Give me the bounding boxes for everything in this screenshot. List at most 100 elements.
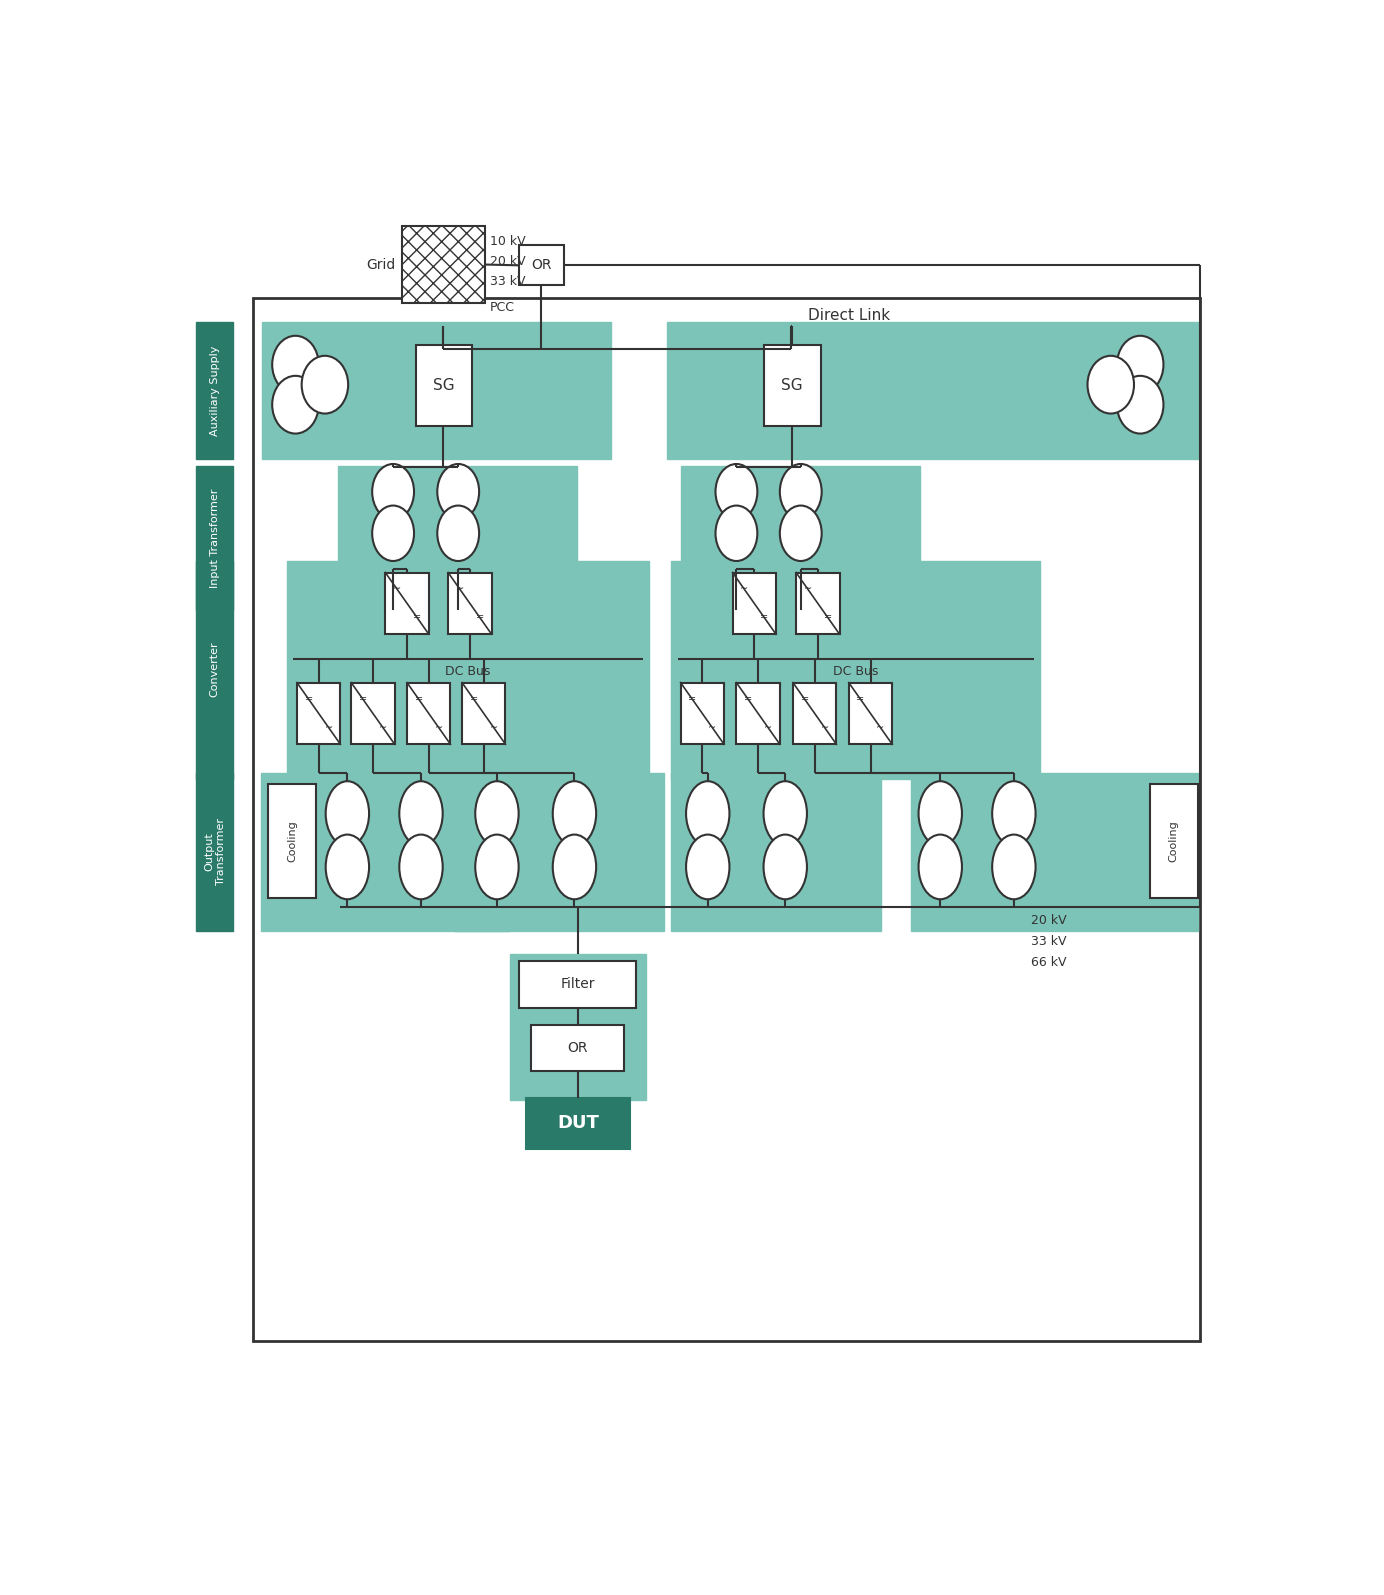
- Ellipse shape: [686, 834, 729, 900]
- Ellipse shape: [992, 834, 1035, 900]
- Ellipse shape: [716, 506, 757, 561]
- Text: =: =: [476, 612, 484, 622]
- Text: Auxiliary Supply: Auxiliary Supply: [210, 346, 220, 435]
- Ellipse shape: [779, 464, 822, 520]
- Ellipse shape: [686, 782, 729, 845]
- Bar: [262, 322, 610, 459]
- Bar: [401, 226, 486, 303]
- Text: OR: OR: [567, 1040, 588, 1054]
- Bar: [448, 573, 491, 635]
- Bar: [526, 1099, 630, 1148]
- Ellipse shape: [302, 356, 349, 413]
- Text: ~: ~: [490, 723, 498, 732]
- Text: 10 kV: 10 kV: [490, 234, 526, 247]
- Text: Output
Transformer: Output Transformer: [203, 818, 226, 885]
- Ellipse shape: [372, 506, 414, 561]
- Bar: [911, 772, 1197, 930]
- Bar: [796, 573, 840, 635]
- Text: DUT: DUT: [558, 1113, 599, 1132]
- Text: 33 kV: 33 kV: [1031, 935, 1067, 947]
- Bar: [454, 772, 663, 930]
- Ellipse shape: [372, 464, 414, 520]
- Bar: [793, 683, 836, 745]
- Text: 33 kV: 33 kV: [490, 274, 526, 289]
- Text: =: =: [745, 694, 753, 705]
- Bar: [197, 772, 234, 930]
- Text: ~: ~: [709, 723, 717, 732]
- Text: ~: ~: [455, 584, 464, 595]
- Text: ~: ~: [804, 584, 812, 595]
- Ellipse shape: [992, 782, 1035, 845]
- Ellipse shape: [400, 834, 443, 900]
- Bar: [260, 772, 508, 930]
- Ellipse shape: [325, 782, 370, 845]
- Bar: [531, 1024, 624, 1070]
- Text: ~: ~: [740, 584, 749, 595]
- Text: ~: ~: [876, 723, 884, 732]
- Ellipse shape: [273, 337, 318, 394]
- Bar: [415, 346, 472, 426]
- Text: SG: SG: [433, 378, 454, 392]
- Bar: [462, 683, 505, 745]
- Bar: [197, 561, 234, 778]
- Ellipse shape: [716, 464, 757, 520]
- Text: =: =: [688, 694, 696, 705]
- Ellipse shape: [919, 782, 962, 845]
- Ellipse shape: [919, 834, 962, 900]
- Text: Converter: Converter: [210, 641, 220, 697]
- Ellipse shape: [764, 834, 807, 900]
- Text: ~: ~: [393, 584, 401, 595]
- Ellipse shape: [1117, 337, 1164, 394]
- Bar: [511, 954, 646, 1101]
- Bar: [298, 683, 340, 745]
- Text: =: =: [469, 694, 477, 705]
- Ellipse shape: [552, 834, 597, 900]
- Ellipse shape: [764, 782, 807, 845]
- Text: ~: ~: [435, 723, 443, 732]
- Bar: [681, 466, 920, 611]
- Text: 20 kV: 20 kV: [1031, 914, 1067, 927]
- Bar: [736, 683, 779, 745]
- Text: Filter: Filter: [561, 978, 595, 992]
- Bar: [732, 573, 776, 635]
- Text: =: =: [760, 612, 768, 622]
- Bar: [385, 573, 429, 635]
- Ellipse shape: [475, 834, 519, 900]
- Text: =: =: [415, 694, 424, 705]
- Text: OR: OR: [531, 258, 551, 273]
- Text: PCC: PCC: [490, 301, 515, 314]
- Bar: [197, 466, 234, 611]
- Text: =: =: [358, 694, 367, 705]
- Text: Cooling: Cooling: [288, 820, 298, 863]
- Bar: [667, 322, 1199, 459]
- Ellipse shape: [400, 782, 443, 845]
- Text: DC Bus: DC Bus: [444, 665, 490, 678]
- Text: 20 kV: 20 kV: [490, 255, 526, 268]
- Bar: [764, 346, 821, 426]
- Bar: [671, 772, 880, 930]
- Text: ~: ~: [325, 723, 332, 732]
- Ellipse shape: [1117, 376, 1164, 434]
- Text: ~: ~: [821, 723, 829, 732]
- Text: SG: SG: [782, 378, 803, 392]
- Bar: [519, 962, 635, 1008]
- Text: Cooling: Cooling: [1168, 820, 1179, 863]
- Text: ~: ~: [379, 723, 388, 732]
- Bar: [197, 322, 234, 459]
- Text: Grid: Grid: [367, 257, 396, 271]
- Bar: [848, 683, 893, 745]
- Ellipse shape: [779, 506, 822, 561]
- Text: 66 kV: 66 kV: [1031, 955, 1067, 968]
- Bar: [253, 298, 1200, 1341]
- Bar: [338, 466, 577, 611]
- Text: =: =: [801, 694, 808, 705]
- Bar: [286, 561, 649, 778]
- Bar: [1150, 785, 1197, 898]
- Ellipse shape: [273, 376, 318, 434]
- Text: =: =: [412, 612, 421, 622]
- Ellipse shape: [552, 782, 597, 845]
- Bar: [671, 561, 1041, 778]
- Text: Input Transformer: Input Transformer: [210, 488, 220, 587]
- Text: DC Bus: DC Bus: [833, 665, 879, 678]
- Bar: [519, 246, 563, 286]
